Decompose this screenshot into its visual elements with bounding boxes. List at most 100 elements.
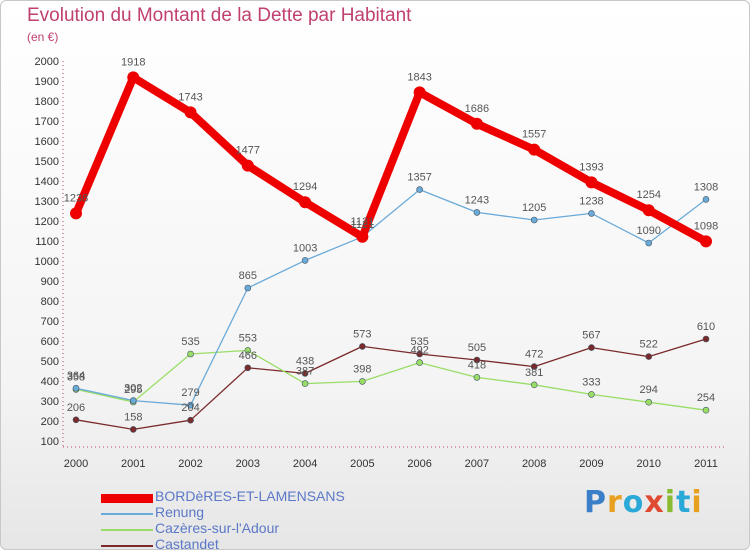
data-point <box>588 391 595 398</box>
data-label: 1743 <box>178 91 202 103</box>
y-tick-label: 1700 <box>35 116 59 128</box>
data-label: 206 <box>67 402 85 414</box>
x-tick-label: 2010 <box>636 458 660 470</box>
data-label: 1243 <box>465 194 489 206</box>
data-point <box>356 230 369 243</box>
data-point <box>244 347 252 354</box>
x-tick-label: 2005 <box>350 458 374 470</box>
y-tick-label: 1000 <box>35 256 59 268</box>
axes: 100 200 300 400 500 600 700 800 900 1000 1100 1200 1… <box>35 56 726 470</box>
data-label: 573 <box>353 328 371 340</box>
data-point <box>72 384 80 392</box>
x-tick-label: 2004 <box>293 458 317 470</box>
data-point <box>645 239 653 247</box>
chart-unit: (en €) <box>27 30 59 44</box>
logo-letter: t <box>676 485 692 520</box>
y-tick-label: 1300 <box>35 196 59 208</box>
data-point <box>70 207 82 220</box>
y-tick-label: 2000 <box>35 56 59 68</box>
legend-swatch <box>101 513 153 515</box>
data-label: 1090 <box>636 225 660 237</box>
x-tick-label: 2001 <box>121 458 145 470</box>
y-tick-label: 1900 <box>35 76 59 88</box>
data-point <box>241 159 254 172</box>
y-tick-label: 1400 <box>35 176 59 188</box>
data-label: 1254 <box>636 189 660 201</box>
y-tick-label: 200 <box>41 416 59 428</box>
y-tick-label: 1800 <box>35 96 59 108</box>
data-label: 1557 <box>522 129 546 141</box>
data-label: 398 <box>353 363 371 375</box>
logo-letter: i <box>664 485 677 520</box>
series-layer <box>70 71 712 433</box>
data-point <box>702 406 710 414</box>
data-point <box>301 370 309 377</box>
logo-letter: i <box>691 485 703 520</box>
y-tick-label: 800 <box>41 296 59 308</box>
data-point <box>473 374 481 381</box>
data-point <box>645 398 653 406</box>
data-label: 1477 <box>236 145 260 157</box>
data-label: 438 <box>296 355 314 367</box>
x-tick-label: 2003 <box>236 458 260 470</box>
data-point <box>700 235 712 248</box>
data-label: 553 <box>239 332 257 344</box>
data-label: 158 <box>124 411 142 423</box>
data-point <box>129 397 137 404</box>
data-label: 387 <box>296 366 314 378</box>
data-label: 279 <box>181 387 199 399</box>
data-label: 1393 <box>579 161 603 173</box>
proxiti-logo: Proxiti <box>584 485 703 520</box>
data-point <box>301 380 309 387</box>
data-label: 333 <box>582 376 600 388</box>
y-tick-label: 300 <box>41 396 59 408</box>
data-point <box>413 86 426 99</box>
data-label: 1238 <box>579 195 603 207</box>
chart-title: Evolution du Montant de la Dette par Hab… <box>27 5 412 26</box>
data-point <box>187 350 194 358</box>
data-point <box>530 381 538 389</box>
data-label: 254 <box>697 392 715 404</box>
data-labels: 206 158 204 466 438 573 535 505 472 567 522 610 358 2… <box>64 56 718 423</box>
legend-label: Cazères-sur-l'Adour <box>155 520 280 536</box>
x-tick-label: 2006 <box>407 458 431 470</box>
x-tick-label: 2000 <box>64 458 88 470</box>
legend-label: Renung <box>155 504 205 520</box>
y-tick-label: 500 <box>41 356 59 368</box>
data-label: 294 <box>640 384 658 396</box>
data-label: 1686 <box>465 103 489 115</box>
data-point <box>530 363 538 370</box>
data-label: 302 <box>124 383 142 395</box>
data-label: 1238 <box>64 192 88 204</box>
data-point <box>588 210 595 217</box>
data-label: 865 <box>239 270 257 282</box>
data-label: 381 <box>525 367 543 379</box>
data-point <box>416 359 423 366</box>
series-line <box>75 188 707 406</box>
x-tick-label: 2009 <box>579 458 603 470</box>
series-line <box>75 338 707 431</box>
data-point <box>416 186 423 193</box>
data-label: 1121 <box>351 219 375 231</box>
data-point <box>187 416 194 424</box>
logo-letter: x <box>644 485 665 520</box>
data-point <box>416 350 423 358</box>
data-point <box>702 335 710 343</box>
x-tick-label: 2007 <box>465 458 489 470</box>
data-point <box>359 343 366 350</box>
y-tick-label: 1100 <box>35 236 59 248</box>
logo-letter: o <box>622 485 645 520</box>
y-tick-label: 700 <box>41 316 59 328</box>
data-label: 522 <box>640 339 658 351</box>
legend-swatch <box>101 493 153 503</box>
data-label: 1357 <box>407 172 431 184</box>
data-label: 492 <box>410 345 428 357</box>
y-tick-label: 1500 <box>35 156 59 168</box>
y-tick-label: 1600 <box>35 136 59 148</box>
data-label: 358 <box>67 371 85 383</box>
x-tick-label: 2002 <box>178 458 202 470</box>
data-label: 567 <box>582 330 600 342</box>
series-line <box>72 73 710 246</box>
data-label: 1308 <box>694 181 718 193</box>
